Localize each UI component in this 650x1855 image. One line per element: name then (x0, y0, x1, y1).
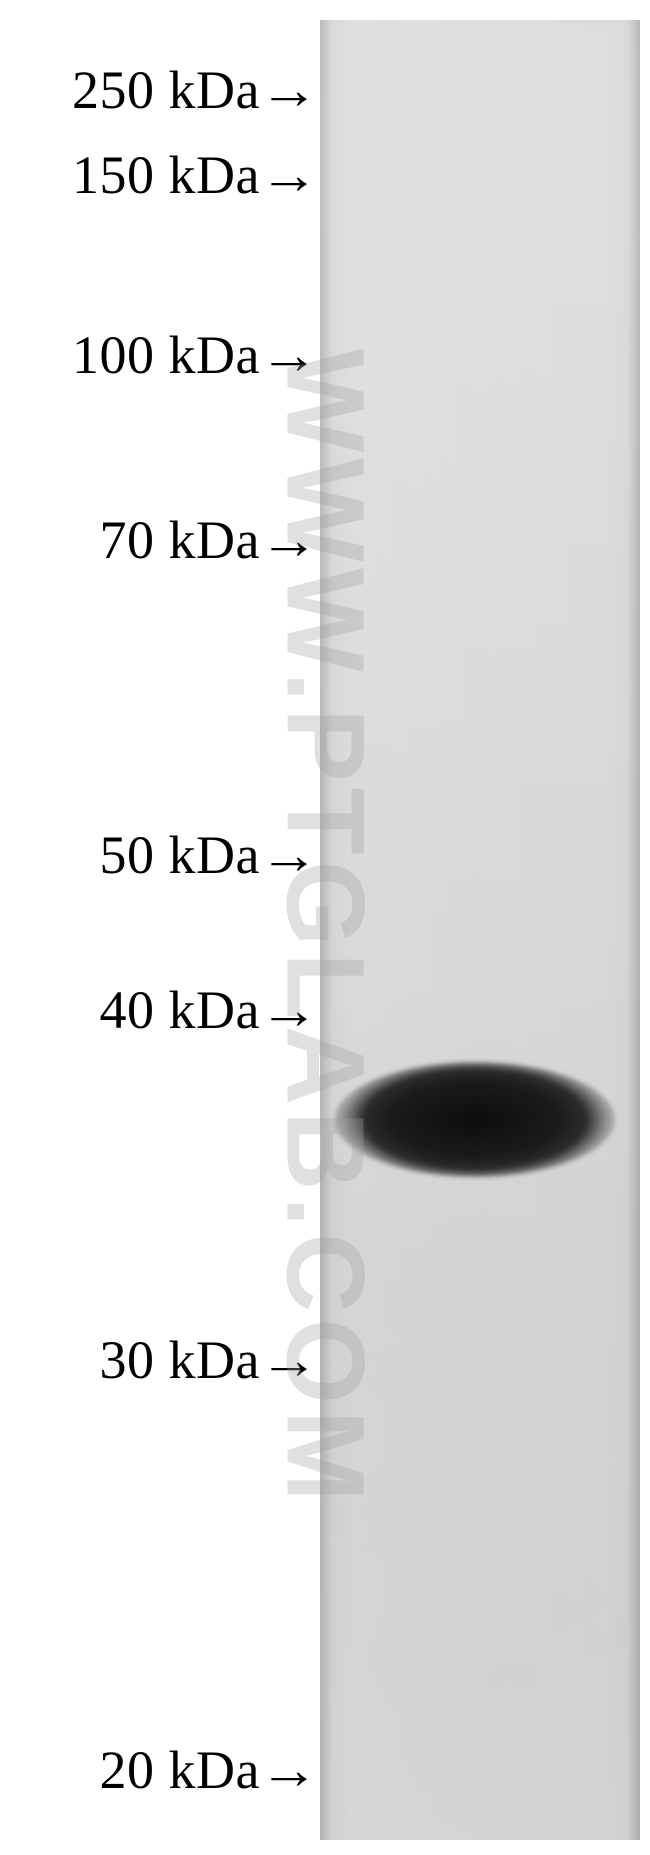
marker-30kda: 30 kDa → (100, 1329, 316, 1391)
arrow-right-icon: → (259, 509, 318, 571)
arrow-right-icon: → (259, 144, 318, 206)
marker-label-text: 70 kDa (100, 509, 260, 571)
marker-label-text: 30 kDa (100, 1329, 260, 1391)
arrow-right-icon: → (259, 59, 318, 121)
arrow-right-icon: → (259, 1329, 318, 1391)
marker-100kda: 100 kDa → (72, 324, 316, 386)
marker-40kda: 40 kDa → (100, 979, 316, 1041)
marker-label-text: 250 kDa (72, 59, 260, 121)
arrow-right-icon: → (259, 979, 318, 1041)
marker-label-text: 50 kDa (100, 824, 260, 886)
lane-column (320, 0, 650, 1855)
marker-70kda: 70 kDa → (100, 509, 316, 571)
protein-band-36kda (335, 1062, 615, 1177)
marker-label-text: 40 kDa (100, 979, 260, 1041)
arrow-right-icon: → (259, 1739, 318, 1801)
arrow-right-icon: → (259, 324, 318, 386)
marker-label-text: 20 kDa (100, 1739, 260, 1801)
marker-label-column: 250 kDa → 150 kDa → 100 kDa → 70 kDa → 5… (0, 0, 320, 1855)
marker-50kda: 50 kDa → (100, 824, 316, 886)
blot-lane (320, 20, 640, 1840)
marker-20kda: 20 kDa → (100, 1739, 316, 1801)
blot-figure: 250 kDa → 150 kDa → 100 kDa → 70 kDa → 5… (0, 0, 650, 1855)
marker-150kda: 150 kDa → (72, 144, 316, 206)
marker-label-text: 150 kDa (72, 144, 260, 206)
marker-label-text: 100 kDa (72, 324, 260, 386)
arrow-right-icon: → (259, 824, 318, 886)
marker-250kda: 250 kDa → (72, 59, 316, 121)
